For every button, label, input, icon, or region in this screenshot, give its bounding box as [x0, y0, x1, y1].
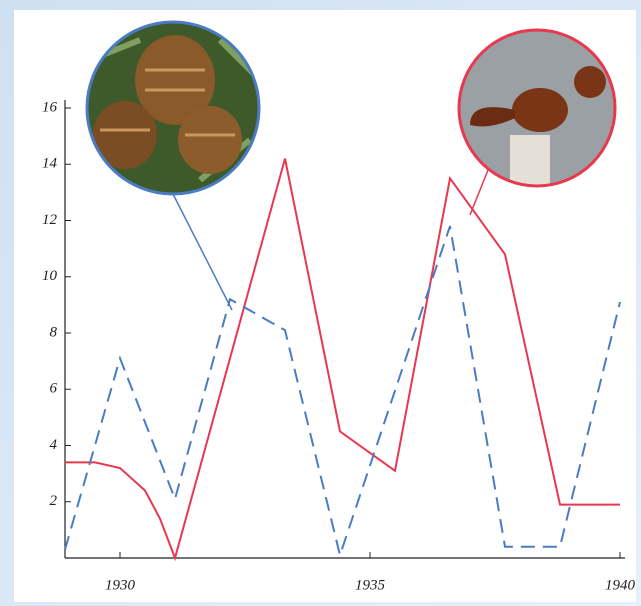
series-line [65, 158, 620, 562]
y-tick-label: 16 [42, 99, 58, 115]
x-tick-label: 1940 [605, 577, 636, 593]
y-tick-label: 8 [50, 324, 58, 340]
y-tick-label: 10 [42, 268, 58, 284]
connector [469, 164, 491, 216]
pinecone-image [85, 20, 261, 196]
x-tick-label: 1935 [355, 577, 386, 593]
y-tick-label: 14 [42, 156, 58, 172]
y-tick-label: 4 [50, 437, 58, 453]
x-tick-label: 1930 [105, 577, 136, 593]
connector [172, 193, 233, 311]
plot: 2 4 6 8 10 12 14 16 1930 1935 1940 [42, 99, 636, 593]
series-line [64, 225, 621, 559]
squirrel-image [457, 28, 617, 188]
y-tick-label: 12 [42, 212, 58, 228]
y-tick-label: 6 [50, 381, 58, 397]
y-tick-label: 2 [50, 493, 58, 509]
